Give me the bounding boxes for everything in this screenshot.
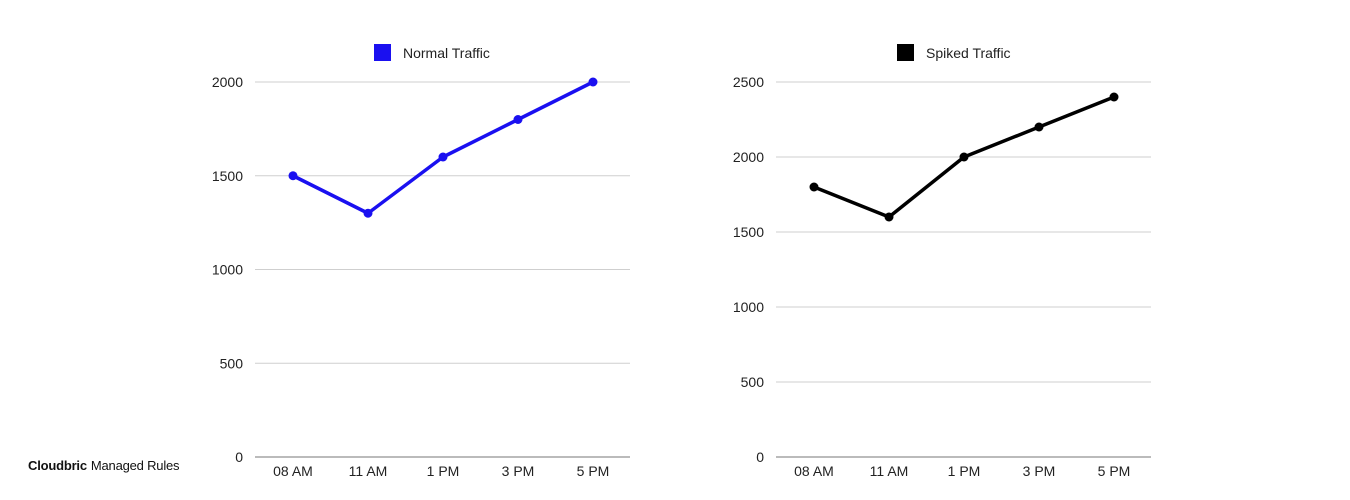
brand-product: Managed Rules [90,458,180,473]
series-line [291,80,595,215]
data-point [363,208,373,218]
legend-label: Spiked Traffic [926,45,1011,61]
legend: Spiked Traffic [897,44,1011,61]
y-tick-label: 1500 [733,224,764,240]
data-point [959,152,969,162]
y-tick-label: 0 [235,449,243,465]
chart-1: 0 500 1000 1500 2000 08 AM 11 AM 1 PM 3 PM 5 PM No… [212,44,630,479]
y-tick-label: 1000 [212,262,243,278]
x-tick-label: 08 AM [273,463,313,479]
data-point [1034,122,1044,132]
x-tick-label: 1 PM [948,463,981,479]
x-tick-label: 3 PM [502,463,535,479]
x-tick-label: 3 PM [1023,463,1056,479]
x-tick-label: 08 AM [794,463,834,479]
brand-footer: Cloudbric Managed Rules [28,458,180,473]
y-tick-label: 500 [741,374,765,390]
y-tick-label: 500 [220,355,244,371]
data-point [513,115,523,124]
data-point [809,182,819,192]
y-tick-label: 1000 [733,299,764,315]
data-point [288,171,298,181]
y-tick-label: 0 [756,449,764,465]
data-point [588,77,598,87]
y-tick-label: 2000 [212,74,243,90]
chart-2: 0 500 1000 1500 2000 2500 08 AM 11 AM 1 PM 3 PM 5 … [733,44,1151,479]
data-point [884,212,894,222]
x-tick-label: 11 AM [870,463,909,479]
legend-label: Normal Traffic [403,45,490,61]
x-tick-label: 1 PM [427,463,460,479]
data-point [1109,92,1119,102]
x-tick-label: 5 PM [1098,463,1131,479]
y-tick-label: 2500 [733,74,764,90]
legend-swatch [897,44,914,61]
brand-name: Cloudbric [28,458,87,473]
y-tick-label: 2000 [733,149,764,165]
x-tick-label: 5 PM [577,463,610,479]
x-tick-label: 11 AM [349,463,388,479]
data-point [438,152,448,162]
y-tick-label: 1500 [212,168,243,184]
legend: Normal Traffic [374,44,490,61]
legend-swatch [374,44,391,61]
